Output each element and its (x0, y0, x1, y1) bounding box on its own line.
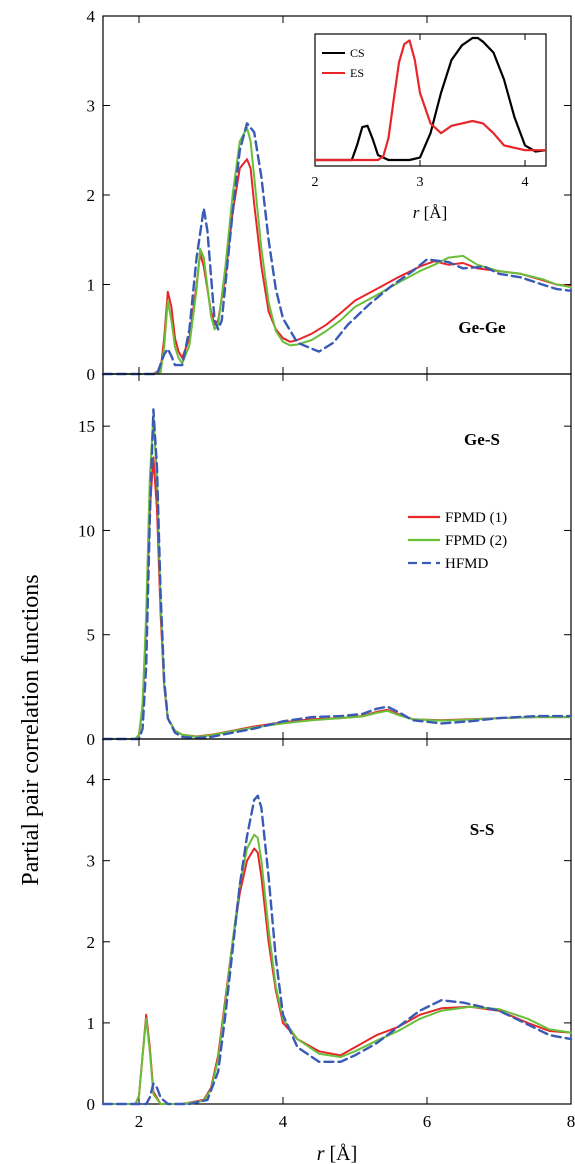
y-tick-label: 5 (87, 626, 96, 645)
legend-label-2: HFMD (445, 556, 489, 572)
legend: FPMD (1) FPMD (2) HFMD (408, 510, 507, 572)
chart-panel-1: 0 5 10 15 Ge-S (78, 373, 573, 749)
series-line-fpmd-2- (102, 126, 572, 375)
panel-label: Ge-S (464, 430, 500, 449)
x-axis-label-var: r (317, 1143, 325, 1164)
series-line-fpmd-2- (102, 414, 572, 740)
y-tick-label: 10 (78, 521, 95, 540)
y-axis-label: Partial pair correlation functions (18, 574, 44, 885)
y-tick-label: 0 (87, 730, 96, 749)
series-line-fpmd-1- (102, 456, 572, 740)
panel-label: S-S (470, 820, 495, 839)
plot-frame (102, 373, 572, 740)
y-tick-label: 0 (87, 1095, 96, 1114)
y-tick-label: 3 (87, 97, 96, 116)
inset-x-axis-label-unit: [Å] (419, 203, 447, 222)
series-line-hfmd (101, 408, 573, 741)
y-tick-label: 15 (78, 417, 95, 436)
y-tick-label: 4 (87, 771, 96, 790)
panel-label: Ge-Ge (458, 318, 506, 337)
y-tick-label: 2 (87, 186, 96, 205)
y-tick-label: 4 (87, 7, 96, 26)
x-tick-label: 4 (279, 1112, 288, 1131)
x-axis-label: r [Å] (317, 1143, 358, 1164)
panels-group: 0 1 2 3 4 Ge-Ge 0 5 10 15 Ge-S 0 1 2 3 4 2 4 6 8 S-S (78, 7, 575, 1131)
inset-x-axis-label: r [Å] (413, 203, 447, 222)
y-tick-label: 2 (87, 933, 96, 952)
legend-label-0: FPMD (1) (445, 510, 507, 526)
x-axis-label-unit: [Å] (325, 1143, 358, 1164)
inset-x-tick-label: 3 (417, 175, 424, 190)
x-tick-label: 8 (567, 1112, 575, 1131)
x-tick-label: 2 (135, 1112, 144, 1131)
inset-x-axis-label-var: r (413, 203, 420, 222)
series-line-fpmd-2- (102, 833, 572, 1105)
plot-frame (102, 738, 572, 1105)
inset-legend-label-1: ES (350, 66, 364, 80)
series-line-fpmd-1- (102, 847, 572, 1105)
series-line-hfmd (101, 794, 573, 1106)
x-tick-label: 6 (423, 1112, 432, 1131)
y-tick-label: 0 (87, 365, 96, 384)
inset-series-line-es (315, 39, 546, 162)
inset-legend-label-0: CS (350, 46, 365, 60)
y-tick-label: 1 (87, 1014, 96, 1033)
y-tick-label: 3 (87, 852, 96, 871)
legend-label-1: FPMD (2) (445, 533, 507, 549)
inset-x-tick-label: 4 (522, 175, 529, 190)
inset-series-line-cs (315, 36, 547, 162)
inset-x-tick-label: 2 (312, 175, 319, 190)
inset-frame (314, 33, 547, 167)
y-tick-label: 1 (87, 276, 96, 295)
series-line-fpmd-1- (102, 158, 572, 375)
chart-panel-2: 0 1 2 3 4 2 4 6 8 S-S (87, 738, 575, 1131)
series-line-hfmd (101, 122, 573, 376)
inset-chart: 2 3 4 CS ES r [Å] (312, 33, 547, 222)
